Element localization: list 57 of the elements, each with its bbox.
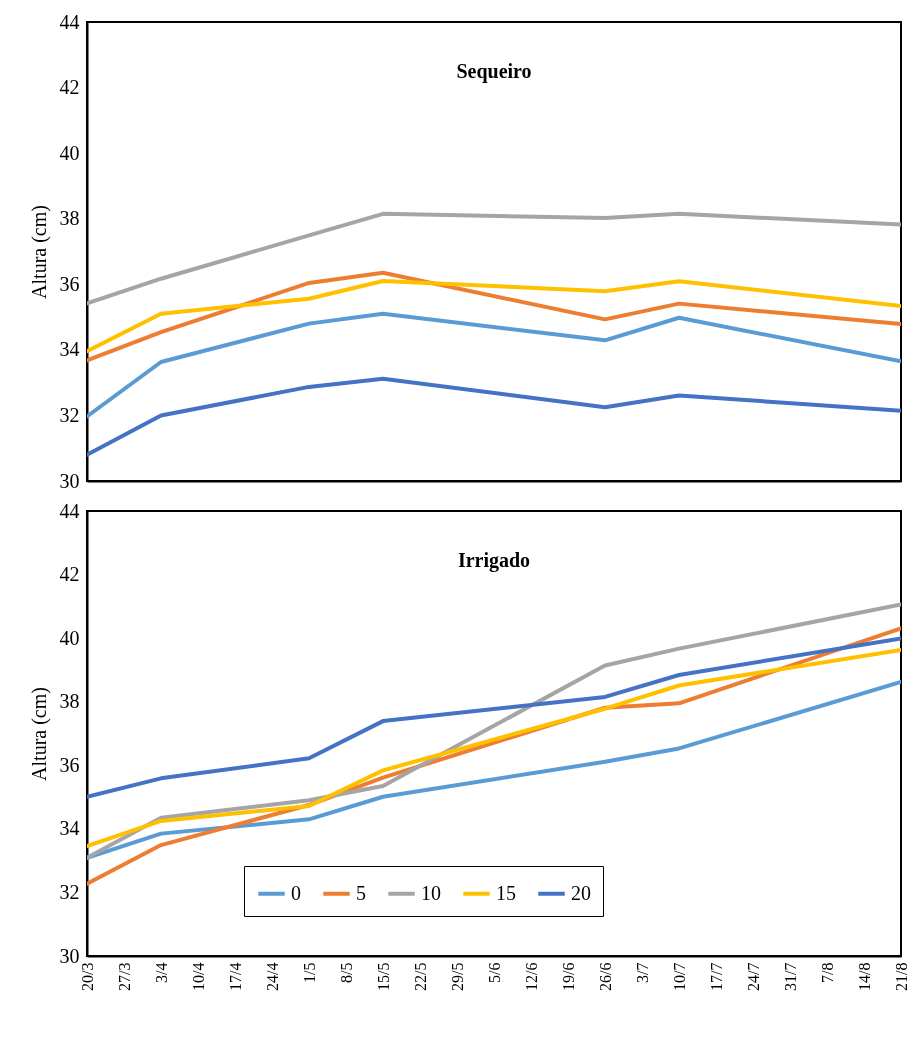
line-series bbox=[87, 311, 901, 419]
y-tick-label: 44 bbox=[59, 499, 80, 522]
y-tick-label: 34 bbox=[59, 338, 80, 361]
x-tick-label: 22/5 bbox=[411, 962, 429, 991]
text: Irrigado bbox=[457, 549, 531, 572]
y-tick-label: 42 bbox=[59, 563, 80, 586]
x-tick-label: 17/7 bbox=[707, 962, 725, 991]
y-tick-label: 30 bbox=[59, 469, 80, 492]
x-tick-label: 10/4 bbox=[189, 962, 207, 991]
y-tick-label: 44 bbox=[59, 10, 80, 33]
legend-label: 0 bbox=[291, 881, 301, 904]
x-tick-label: 31/7 bbox=[781, 962, 799, 991]
y-tick-label: 36 bbox=[59, 753, 80, 776]
line-series bbox=[87, 211, 901, 306]
y-tick-label: 38 bbox=[59, 207, 80, 230]
x-tick-label: 10/7 bbox=[670, 962, 688, 991]
x-tick-label: 3/4 bbox=[152, 962, 170, 983]
y-tick-label: 30 bbox=[59, 944, 80, 967]
x-tick-label: 7/8 bbox=[818, 962, 836, 983]
y-axis-title: Altura (cm) bbox=[27, 205, 51, 299]
y-tick-label: 40 bbox=[59, 626, 80, 649]
y-tick-label: 40 bbox=[59, 141, 80, 164]
x-tick-label: 8/5 bbox=[337, 962, 355, 983]
line-series bbox=[87, 279, 901, 354]
x-tick-label: 20/3 bbox=[78, 962, 96, 991]
line-series bbox=[87, 636, 901, 799]
y-tick-label: 38 bbox=[59, 690, 80, 713]
y-tick-label: 36 bbox=[59, 272, 80, 295]
legend-label: 20 bbox=[571, 881, 591, 904]
line-series bbox=[87, 647, 901, 849]
x-tick-label: 14/8 bbox=[855, 962, 873, 991]
x-tick-label: 24/7 bbox=[744, 962, 762, 991]
x-tick-label: 3/7 bbox=[633, 962, 651, 983]
x-tick-label: 12/6 bbox=[522, 962, 540, 991]
y-tick-label: 42 bbox=[59, 76, 80, 99]
x-tick-label: 1/5 bbox=[300, 962, 318, 983]
legend-label: 5 bbox=[356, 881, 366, 904]
line-series bbox=[87, 270, 901, 363]
x-tick-label: 24/4 bbox=[263, 962, 281, 991]
y-axis-title: Altura (cm) bbox=[27, 687, 51, 781]
legend-label: 15 bbox=[496, 881, 516, 904]
y-tick-label: 32 bbox=[59, 880, 80, 903]
x-tick-label: 17/4 bbox=[226, 962, 244, 991]
x-tick-label: 5/6 bbox=[485, 962, 503, 983]
x-tick-label: 15/5 bbox=[374, 962, 392, 991]
y-tick-label: 32 bbox=[59, 403, 80, 426]
line-series bbox=[87, 680, 901, 860]
x-tick-label: 29/5 bbox=[448, 962, 466, 991]
x-tick-label: 27/3 bbox=[115, 962, 133, 991]
y-tick-label: 34 bbox=[59, 817, 80, 840]
line-series bbox=[87, 602, 901, 860]
x-tick-label: 19/6 bbox=[559, 962, 577, 991]
legend-label: 10 bbox=[421, 881, 441, 904]
x-tick-label: 21/8 bbox=[892, 962, 910, 991]
x-tick-label: 26/6 bbox=[596, 962, 614, 991]
line-series bbox=[87, 376, 901, 457]
text: Sequeiro bbox=[456, 60, 532, 83]
